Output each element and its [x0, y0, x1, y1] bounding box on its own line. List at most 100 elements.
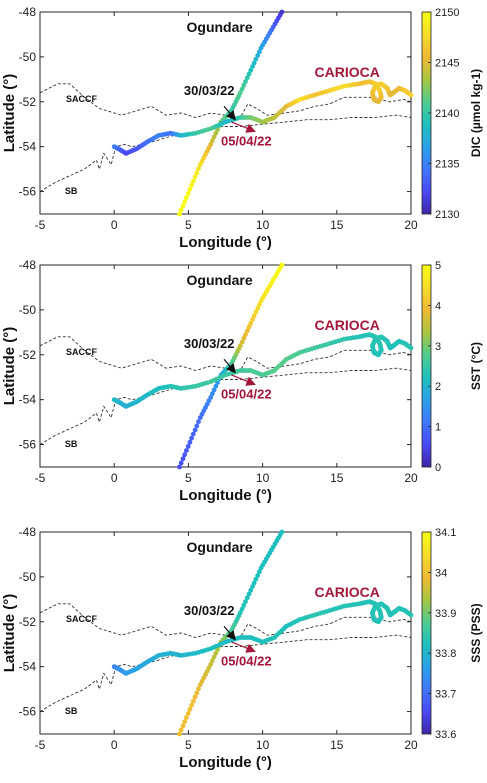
- y-tick-label: -56: [19, 705, 37, 719]
- ogundare-point: [210, 658, 215, 664]
- sb-label: SB: [65, 439, 78, 449]
- ogundare-point: [248, 588, 254, 593]
- ogundare-point: [213, 650, 219, 656]
- x-tick-label: 10: [256, 738, 270, 752]
- ogundare-point: [244, 595, 250, 601]
- ogundare-label: Ogundare: [187, 19, 253, 35]
- x-tick-label: 15: [330, 471, 344, 485]
- date-label-2: 05/04/22: [221, 387, 272, 402]
- ogundare-point: [177, 464, 182, 470]
- ogundare-point: [257, 302, 262, 308]
- sb-label: SB: [65, 706, 78, 716]
- ogundare-point: [187, 186, 193, 192]
- ogundare-point: [239, 86, 245, 92]
- saccf-label: SACCF: [66, 347, 98, 357]
- sb-front-line: [39, 367, 412, 445]
- date-label-2: 05/04/22: [221, 134, 272, 149]
- date-arrow-1: [223, 105, 236, 121]
- saccf-label: SACCF: [66, 94, 98, 104]
- ogundare-point: [246, 591, 252, 597]
- ogundare-point: [190, 178, 196, 184]
- ogundare-point: [177, 731, 182, 737]
- ogundare-point: [208, 395, 214, 400]
- ogundare-point: [244, 75, 250, 81]
- ogundare-point: [189, 702, 195, 708]
- sb-front-line: [39, 114, 412, 192]
- ogundare-point: [185, 191, 191, 196]
- ogundare-point: [210, 391, 215, 397]
- plot-area: [39, 531, 412, 735]
- x-tick-label: 0: [111, 738, 118, 752]
- ogundare-point: [213, 383, 219, 389]
- ogundare-point: [192, 694, 198, 700]
- ogundare-point: [279, 9, 285, 15]
- ogundare-point: [187, 706, 193, 712]
- x-tick-label: 10: [256, 218, 270, 232]
- y-tick-label: -56: [19, 185, 37, 199]
- ogundare-point: [237, 343, 243, 349]
- ogundare-point: [184, 448, 189, 453]
- date-label-1: 30/03/22: [184, 336, 235, 351]
- y-tick-label: -56: [19, 438, 37, 452]
- ogundare-point: [239, 606, 245, 612]
- colorbar-tick-label: 1: [435, 422, 441, 434]
- ogundare-point: [185, 444, 191, 449]
- date-arrow-2: [231, 374, 256, 386]
- ogundare-point: [211, 387, 217, 393]
- colorbar-tick-label: 2145: [435, 58, 459, 70]
- x-tick-label: 5: [185, 738, 192, 752]
- ogundare-point: [279, 262, 285, 268]
- ogundare-point: [251, 580, 257, 586]
- colorbar-tick-label: 34.1: [435, 527, 456, 539]
- saccf-label: SACCF: [66, 614, 98, 624]
- y-tick-label: -54: [19, 660, 37, 674]
- date-label-1: 30/03/22: [184, 83, 235, 98]
- ogundare-point: [243, 599, 248, 604]
- date-label-2: 05/04/22: [221, 654, 272, 669]
- plot-area: [39, 11, 412, 215]
- colorbar-tick-label: 5: [435, 260, 441, 272]
- x-axis-label: Longitude (°): [179, 754, 272, 771]
- date-arrow-2: [231, 121, 256, 133]
- ogundare-point: [194, 170, 200, 176]
- ogundare-point: [208, 662, 214, 667]
- y-axis-label: Latitude (°): [1, 74, 18, 153]
- ogundare-point: [184, 715, 189, 720]
- ogundare-point: [253, 56, 259, 62]
- ogundare-point: [194, 690, 200, 696]
- ogundare-point: [192, 174, 198, 180]
- date-label-1: 30/03/22: [184, 603, 235, 618]
- ogundare-point: [184, 195, 189, 200]
- ogundare-point: [253, 309, 259, 315]
- ogundare-point: [190, 431, 196, 437]
- carioca-track: [111, 599, 414, 676]
- y-tick-label: -52: [19, 615, 37, 629]
- x-tick-label: 15: [330, 218, 344, 232]
- ogundare-point: [237, 610, 243, 616]
- ogundare-point: [250, 584, 255, 589]
- y-tick-label: -52: [19, 348, 37, 362]
- ogundare-point: [185, 711, 191, 716]
- colorbar-tick-label: 34: [435, 567, 447, 579]
- ogundare-point: [210, 138, 215, 144]
- plot-area: [39, 264, 412, 468]
- colorbar-label: DIC (µmol kg-1): [469, 69, 483, 157]
- ogundare-point: [279, 529, 285, 535]
- carioca-label: CARIOCA: [315, 584, 380, 600]
- carioca-point: [408, 612, 414, 618]
- colorbar-tick-label: 2140: [435, 108, 459, 120]
- ogundare-point: [241, 602, 247, 608]
- x-tick-label: 20: [404, 738, 418, 752]
- carioca-track: [111, 79, 414, 156]
- x-tick-label: 20: [404, 218, 418, 232]
- colorbar-tick-label: 0: [435, 462, 441, 474]
- ogundare-point: [189, 435, 195, 441]
- x-tick-label: 20: [404, 471, 418, 485]
- ogundare-point: [180, 203, 186, 209]
- colorbar-tick-label: 2: [435, 381, 441, 393]
- ogundare-point: [182, 719, 188, 725]
- y-axis-label: Latitude (°): [1, 594, 18, 673]
- ogundare-point: [243, 332, 248, 337]
- ogundare-track: [177, 9, 285, 217]
- x-axis-label: Longitude (°): [179, 487, 272, 504]
